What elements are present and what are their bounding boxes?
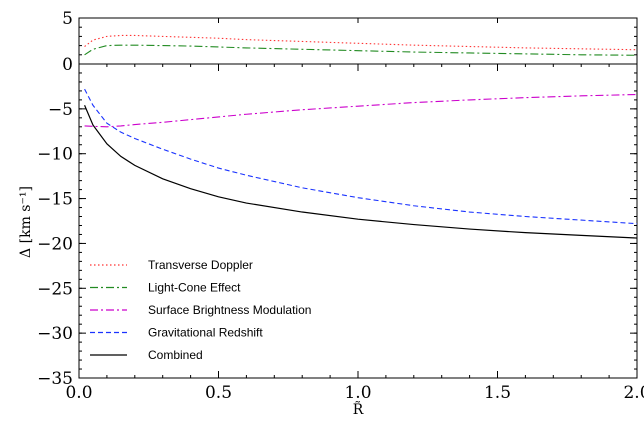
top-y-ticks: 05	[62, 9, 637, 75]
x-axis-label: R̃	[353, 400, 364, 418]
y-axis-label: Δ [km s⁻¹]	[18, 186, 34, 258]
legend-label: Transverse Doppler	[148, 258, 253, 272]
bottom-series	[84, 88, 638, 239]
y-tick-label: −25	[37, 279, 73, 299]
series-line-transverse-doppler	[84, 34, 638, 51]
legend-label: Light-Cone Effect	[148, 281, 241, 295]
series-line-combined	[84, 105, 638, 239]
y-tick-label: −10	[37, 145, 73, 165]
y-tick-label: −35	[37, 369, 73, 389]
top-panel-frame	[78, 17, 638, 65]
top-series	[84, 34, 638, 56]
y-tick-label: −15	[37, 190, 73, 210]
y-tick-label: −30	[37, 324, 73, 344]
x-tick-label: 0.0	[65, 383, 92, 403]
x-ticks: 0.0 0.5 1.0 1.5 2.0	[65, 18, 644, 403]
legend-label: Combined	[148, 348, 203, 362]
y-tick-label: 5	[62, 9, 73, 29]
legend-label: Surface Brightness Modulation	[148, 303, 311, 317]
legend: Transverse Doppler Light-Cone Effect Surfa…	[90, 258, 311, 362]
y-tick-label: −20	[37, 234, 73, 254]
x-tick-label: 2.0	[623, 383, 644, 403]
series-line-gravitational-redshift	[84, 88, 638, 225]
x-tick-label: 1.5	[484, 383, 511, 403]
top-panel: 05	[62, 9, 638, 75]
y-tick-label: −5	[48, 100, 73, 120]
x-tick-label: 1.0	[344, 383, 371, 403]
legend-label: Gravitational Redshift	[148, 326, 263, 340]
x-tick-label: 0.5	[205, 383, 232, 403]
y-tick-label: 0	[62, 55, 73, 75]
series-line-light-cone-effect	[84, 44, 638, 56]
series-line-surface-brightness-modulation	[84, 93, 638, 128]
bottom-panel: −5 −10 −15 −20 −25 −30 −35 0.0 0.5 1.0 1.5 2.0	[37, 18, 644, 403]
bottom-y-ticks: −5 −10 −15 −20 −25 −30 −35	[37, 63, 637, 389]
